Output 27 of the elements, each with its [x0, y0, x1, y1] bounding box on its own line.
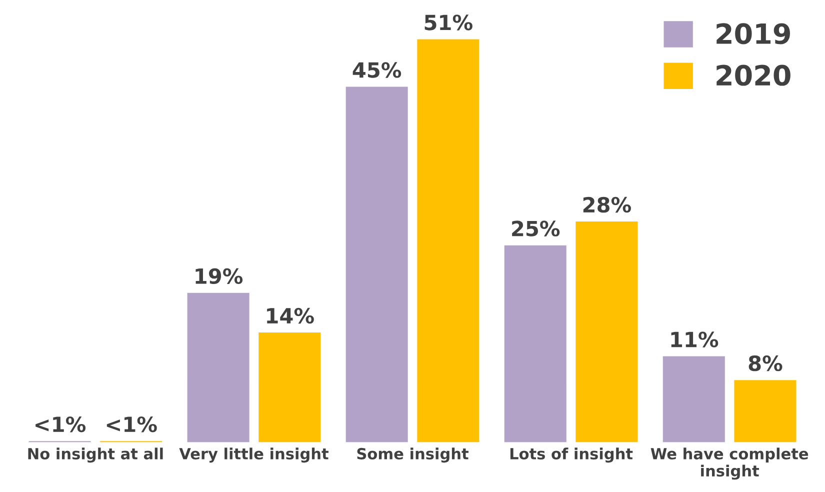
bar — [27, 440, 92, 443]
legend-label: 2019 — [716, 23, 790, 44]
x-tick-label: Lots of insight — [510, 448, 633, 463]
bar — [186, 292, 251, 443]
data-label: <1% — [36, 416, 86, 432]
data-label: 28% — [583, 196, 631, 213]
legend-label: 2020 — [716, 64, 790, 86]
x-tick-label: No insight at all — [28, 448, 163, 463]
data-label: 8% — [748, 355, 782, 372]
bar — [257, 331, 322, 443]
bar — [98, 440, 164, 443]
data-label: 45% — [352, 62, 402, 78]
bar — [344, 85, 410, 443]
bar — [661, 354, 726, 443]
x-tick-label: Very little insight — [179, 448, 328, 463]
data-label: 25% — [512, 220, 560, 236]
data-label: 11% — [671, 332, 718, 348]
bar — [416, 38, 481, 443]
data-label: 19% — [196, 268, 243, 284]
data-label: 14% — [267, 308, 314, 324]
data-label: <1% — [106, 416, 157, 432]
x-tick-label: Some insight — [357, 448, 468, 463]
bar — [574, 220, 640, 443]
bar — [732, 378, 798, 443]
data-label: 51% — [424, 14, 472, 30]
bar — [502, 244, 568, 443]
x-tick-label: We have complete insight — [650, 448, 808, 480]
